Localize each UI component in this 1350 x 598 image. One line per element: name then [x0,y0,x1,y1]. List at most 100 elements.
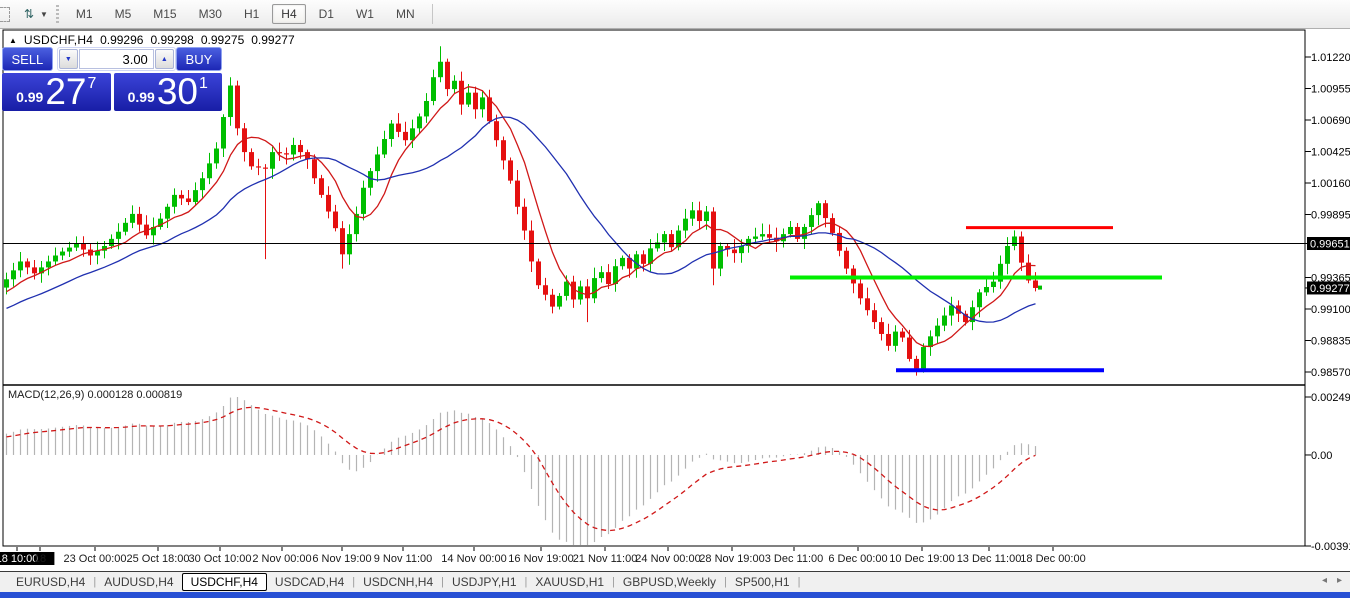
candle-body [151,226,156,236]
timeframe-mn-button[interactable]: MN [395,7,415,21]
tab-usdcnh[interactable]: USDCNH,H4 [363,575,434,589]
timeframe-h1-button[interactable]: H1 [243,7,260,21]
candles-layer [4,46,1038,376]
candle-body [158,218,163,227]
tab-eurusd[interactable]: EURUSD,H4 [16,575,86,589]
timeframe-d1-button[interactable]: D1 [318,7,334,21]
symbol-info-line: ▲ USDCHF,H4 0.99296 0.99298 0.99275 0.99… [9,33,295,47]
time-axis-label: 16 Nov 19:00 [508,553,573,565]
candle-body [74,243,79,248]
chevron-down-icon[interactable]: ▼ [40,9,48,19]
candle-body [592,278,597,299]
macd-layer [5,397,1037,545]
candle-body [403,131,408,141]
candle-body [816,203,821,216]
chart-tool-icon[interactable] [0,6,10,22]
tab-separator: | [724,576,727,588]
candle-body [585,286,590,299]
candle-body [655,242,660,249]
timeframe-m30-button[interactable]: M30 [198,7,222,21]
candle-body [704,211,709,222]
tab-audusd[interactable]: AUDUSD,H4 [104,575,174,589]
candle-body [480,97,485,110]
volume-increase-icon[interactable]: ▲ [154,49,174,69]
price-axis-label: 0.99277 [1310,283,1350,295]
tab-separator: | [797,576,801,588]
candle-body [1026,262,1031,281]
tab-usdcad[interactable]: USDCAD,H4 [274,575,345,589]
timeframe-w1-button[interactable]: W1 [355,7,374,21]
candle-body [39,267,44,274]
sell-price-panel[interactable]: 0.99 27 7 [2,73,111,111]
tab-usdjpy[interactable]: USDJPY,H1 [452,575,517,589]
candle-body [340,228,345,255]
tab-scroll-right-icon[interactable]: ▸ [1336,575,1342,586]
candle-body [809,215,814,227]
tab-sp500[interactable]: SP500,H1 [734,575,790,589]
candle-body [613,266,618,285]
candle-body [872,310,877,323]
tab-gbpusd[interactable]: GBPUSD,Weekly [622,575,717,589]
candle-body [991,281,996,288]
candle-body [522,206,527,231]
time-axis-label: 24 Nov 00:00 [635,553,700,565]
candle-body [697,210,702,222]
timeframe-m5-button[interactable]: M5 [114,7,132,21]
time-axis-label: 9 Nov 11:00 [374,553,433,565]
price-axis-highlight [1307,281,1350,295]
candle-body [501,140,506,161]
candle-body [32,267,37,274]
candle-body [753,236,758,239]
candle-body [886,333,891,346]
timeframe-h4-button[interactable]: H4 [272,4,306,24]
buy-price-sup: 1 [199,75,208,92]
sell-button[interactable]: SELL [2,47,53,71]
tab-separator: | [524,576,528,588]
tab-usdchf[interactable]: USDCHF,H4 [181,573,267,591]
timeframe-m1-button[interactable]: M1 [75,7,93,21]
time-axis-label: 28 Nov 19:00 [699,553,764,565]
time-axis-label: 3 Dec 11:00 [765,553,824,565]
time-axis-label: 25 Oct 18:00 [127,553,190,565]
candle-body [186,198,191,203]
candle-body [949,305,954,316]
candle-body [270,152,275,169]
candle-body [676,230,681,248]
candle-body [606,272,611,285]
price-chart[interactable]: 1.01220 1.00955 1.00690 1.00425 1.00160 0.998… [0,29,1350,571]
toolbar-grip[interactable] [55,5,59,23]
candle-body [536,261,541,286]
candle-body [326,194,331,212]
collapse-panel-icon[interactable]: ▲ [9,35,17,45]
candle-body [438,61,443,78]
candle-body [1012,236,1017,246]
indicators-arrows-icon[interactable]: ⇅ [23,7,35,21]
candle-body [207,163,212,179]
candle-body [60,251,65,256]
candle-body [445,61,450,90]
candle-body [109,238,114,246]
candle-body [417,116,422,129]
candle-body [739,245,744,254]
candle-body [347,234,352,255]
candle-body [907,337,912,359]
candle-body [865,298,870,311]
price-axis-label: 0.99100 [1311,304,1350,316]
tab-separator: | [352,576,356,588]
volume-input[interactable] [78,49,154,69]
candle-body [634,254,639,269]
tab-scroll-left-icon[interactable]: ◂ [1321,575,1327,586]
buy-button[interactable]: BUY [175,47,222,71]
tab-xauusd[interactable]: XAUUSD,H1 [535,575,605,589]
time-axis-label: 30 Oct 10:00 [189,553,252,565]
candle-body [263,167,268,169]
candle-body [431,77,436,101]
price-axis-label: 1.00425 [1311,146,1350,158]
candle-body [508,160,513,181]
buy-price-panel[interactable]: 0.99 30 1 [113,73,222,111]
candle-body [711,211,716,269]
volume-decrease-icon[interactable]: ▼ [58,49,78,69]
timeframe-m15-button[interactable]: M15 [153,7,177,21]
candle-body [767,234,772,238]
candle-body [473,92,478,110]
